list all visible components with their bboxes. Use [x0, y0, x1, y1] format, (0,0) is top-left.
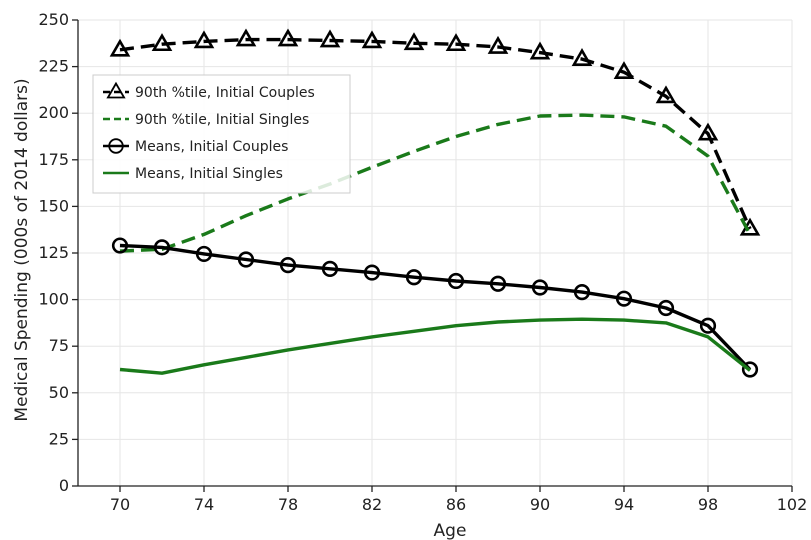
x-tick-label: 82: [362, 495, 382, 514]
series-line: [119, 113, 752, 253]
y-tick-label: 100: [38, 290, 69, 309]
legend: 90th %tile, Initial Couples 90th %tile, I…: [92, 74, 351, 194]
data-point-triangle: [529, 41, 551, 60]
y-axis-title: Medical Spending (000s of 2014 dollars): [12, 78, 32, 421]
data-point-triangle: [571, 48, 593, 66]
x-tick-label: 70: [110, 495, 130, 514]
series-2: [111, 237, 759, 378]
data-point-circle: [195, 245, 213, 263]
legend-label: 90th %tile, Initial Singles: [135, 112, 309, 128]
data-point-circle: [741, 361, 759, 378]
data-point-circle: [237, 251, 255, 268]
data-point-circle: [153, 239, 171, 256]
data-point-circle: [279, 257, 297, 274]
data-point-triangle: [445, 33, 467, 52]
x-tick-label: 102: [777, 495, 808, 514]
y-tick-label: 150: [38, 196, 69, 215]
data-point-triangle: [319, 29, 341, 48]
x-axis-title: Age: [434, 521, 467, 540]
y-tick-label: 250: [38, 10, 69, 29]
x-tick-label: 94: [614, 495, 634, 514]
data-point-circle: [405, 269, 423, 286]
axes: 0 25 50 75 100 125 150 175 200 225 250 70 74 78 82 86 90…: [38, 10, 807, 514]
legend-item: Means, Initial Singles: [103, 166, 283, 182]
series-line: [119, 317, 752, 375]
series-layer: [109, 28, 761, 378]
series-0: [109, 28, 761, 236]
x-tick-label: 90: [530, 495, 550, 514]
data-point-circle: [363, 264, 381, 281]
data-point-circle: [531, 279, 549, 296]
data-point-circle: [699, 317, 717, 334]
y-tick-label: 25: [49, 429, 69, 448]
legend-item: Means, Initial Couples: [103, 138, 288, 155]
data-point-triangle: [361, 30, 383, 49]
data-point-circle: [321, 260, 339, 277]
y-tick-label: 0: [59, 476, 69, 495]
legend-swatch-marker: [106, 81, 126, 99]
data-point-triangle: [277, 28, 299, 47]
data-point-triangle: [235, 28, 257, 47]
data-point-circle: [111, 237, 129, 254]
y-tick-label: 225: [38, 57, 69, 76]
y-tick-label: 75: [49, 336, 69, 355]
legend-label: Means, Initial Singles: [135, 166, 283, 182]
x-tick-label: 78: [278, 495, 298, 514]
legend-label: 90th %tile, Initial Couples: [135, 85, 315, 101]
x-tick-label: 98: [698, 495, 718, 514]
y-tick-label: 200: [38, 103, 69, 122]
legend-item: 90th %tile, Initial Singles: [103, 112, 309, 128]
data-point-triangle: [655, 85, 677, 104]
data-point-triangle: [193, 30, 215, 49]
legend-swatch-marker: [108, 138, 124, 154]
legend-item: 90th %tile, Initial Couples: [103, 81, 315, 101]
y-tick-label: 125: [38, 243, 69, 262]
data-point-circle: [615, 290, 633, 307]
data-point-circle: [573, 284, 591, 301]
data-point-triangle: [487, 35, 509, 54]
series-3: [119, 317, 752, 375]
data-point-triangle: [151, 33, 173, 52]
y-tick-label: 50: [49, 383, 69, 402]
data-point-triangle: [109, 38, 131, 57]
legend-box: [92, 74, 351, 194]
x-tick-label: 74: [194, 495, 214, 514]
data-point-triangle: [613, 61, 635, 80]
data-point-triangle: [403, 32, 425, 51]
data-point-circle: [657, 299, 675, 317]
y-tick-label: 175: [38, 150, 69, 169]
series-line: [119, 37, 752, 230]
data-point-triangle: [697, 122, 719, 141]
series-1: [119, 113, 752, 253]
data-point-circle: [447, 272, 465, 290]
series-line: [119, 243, 752, 371]
x-tick-label: 86: [446, 495, 466, 514]
legend-label: Means, Initial Couples: [135, 139, 288, 155]
data-point-circle: [489, 275, 507, 292]
